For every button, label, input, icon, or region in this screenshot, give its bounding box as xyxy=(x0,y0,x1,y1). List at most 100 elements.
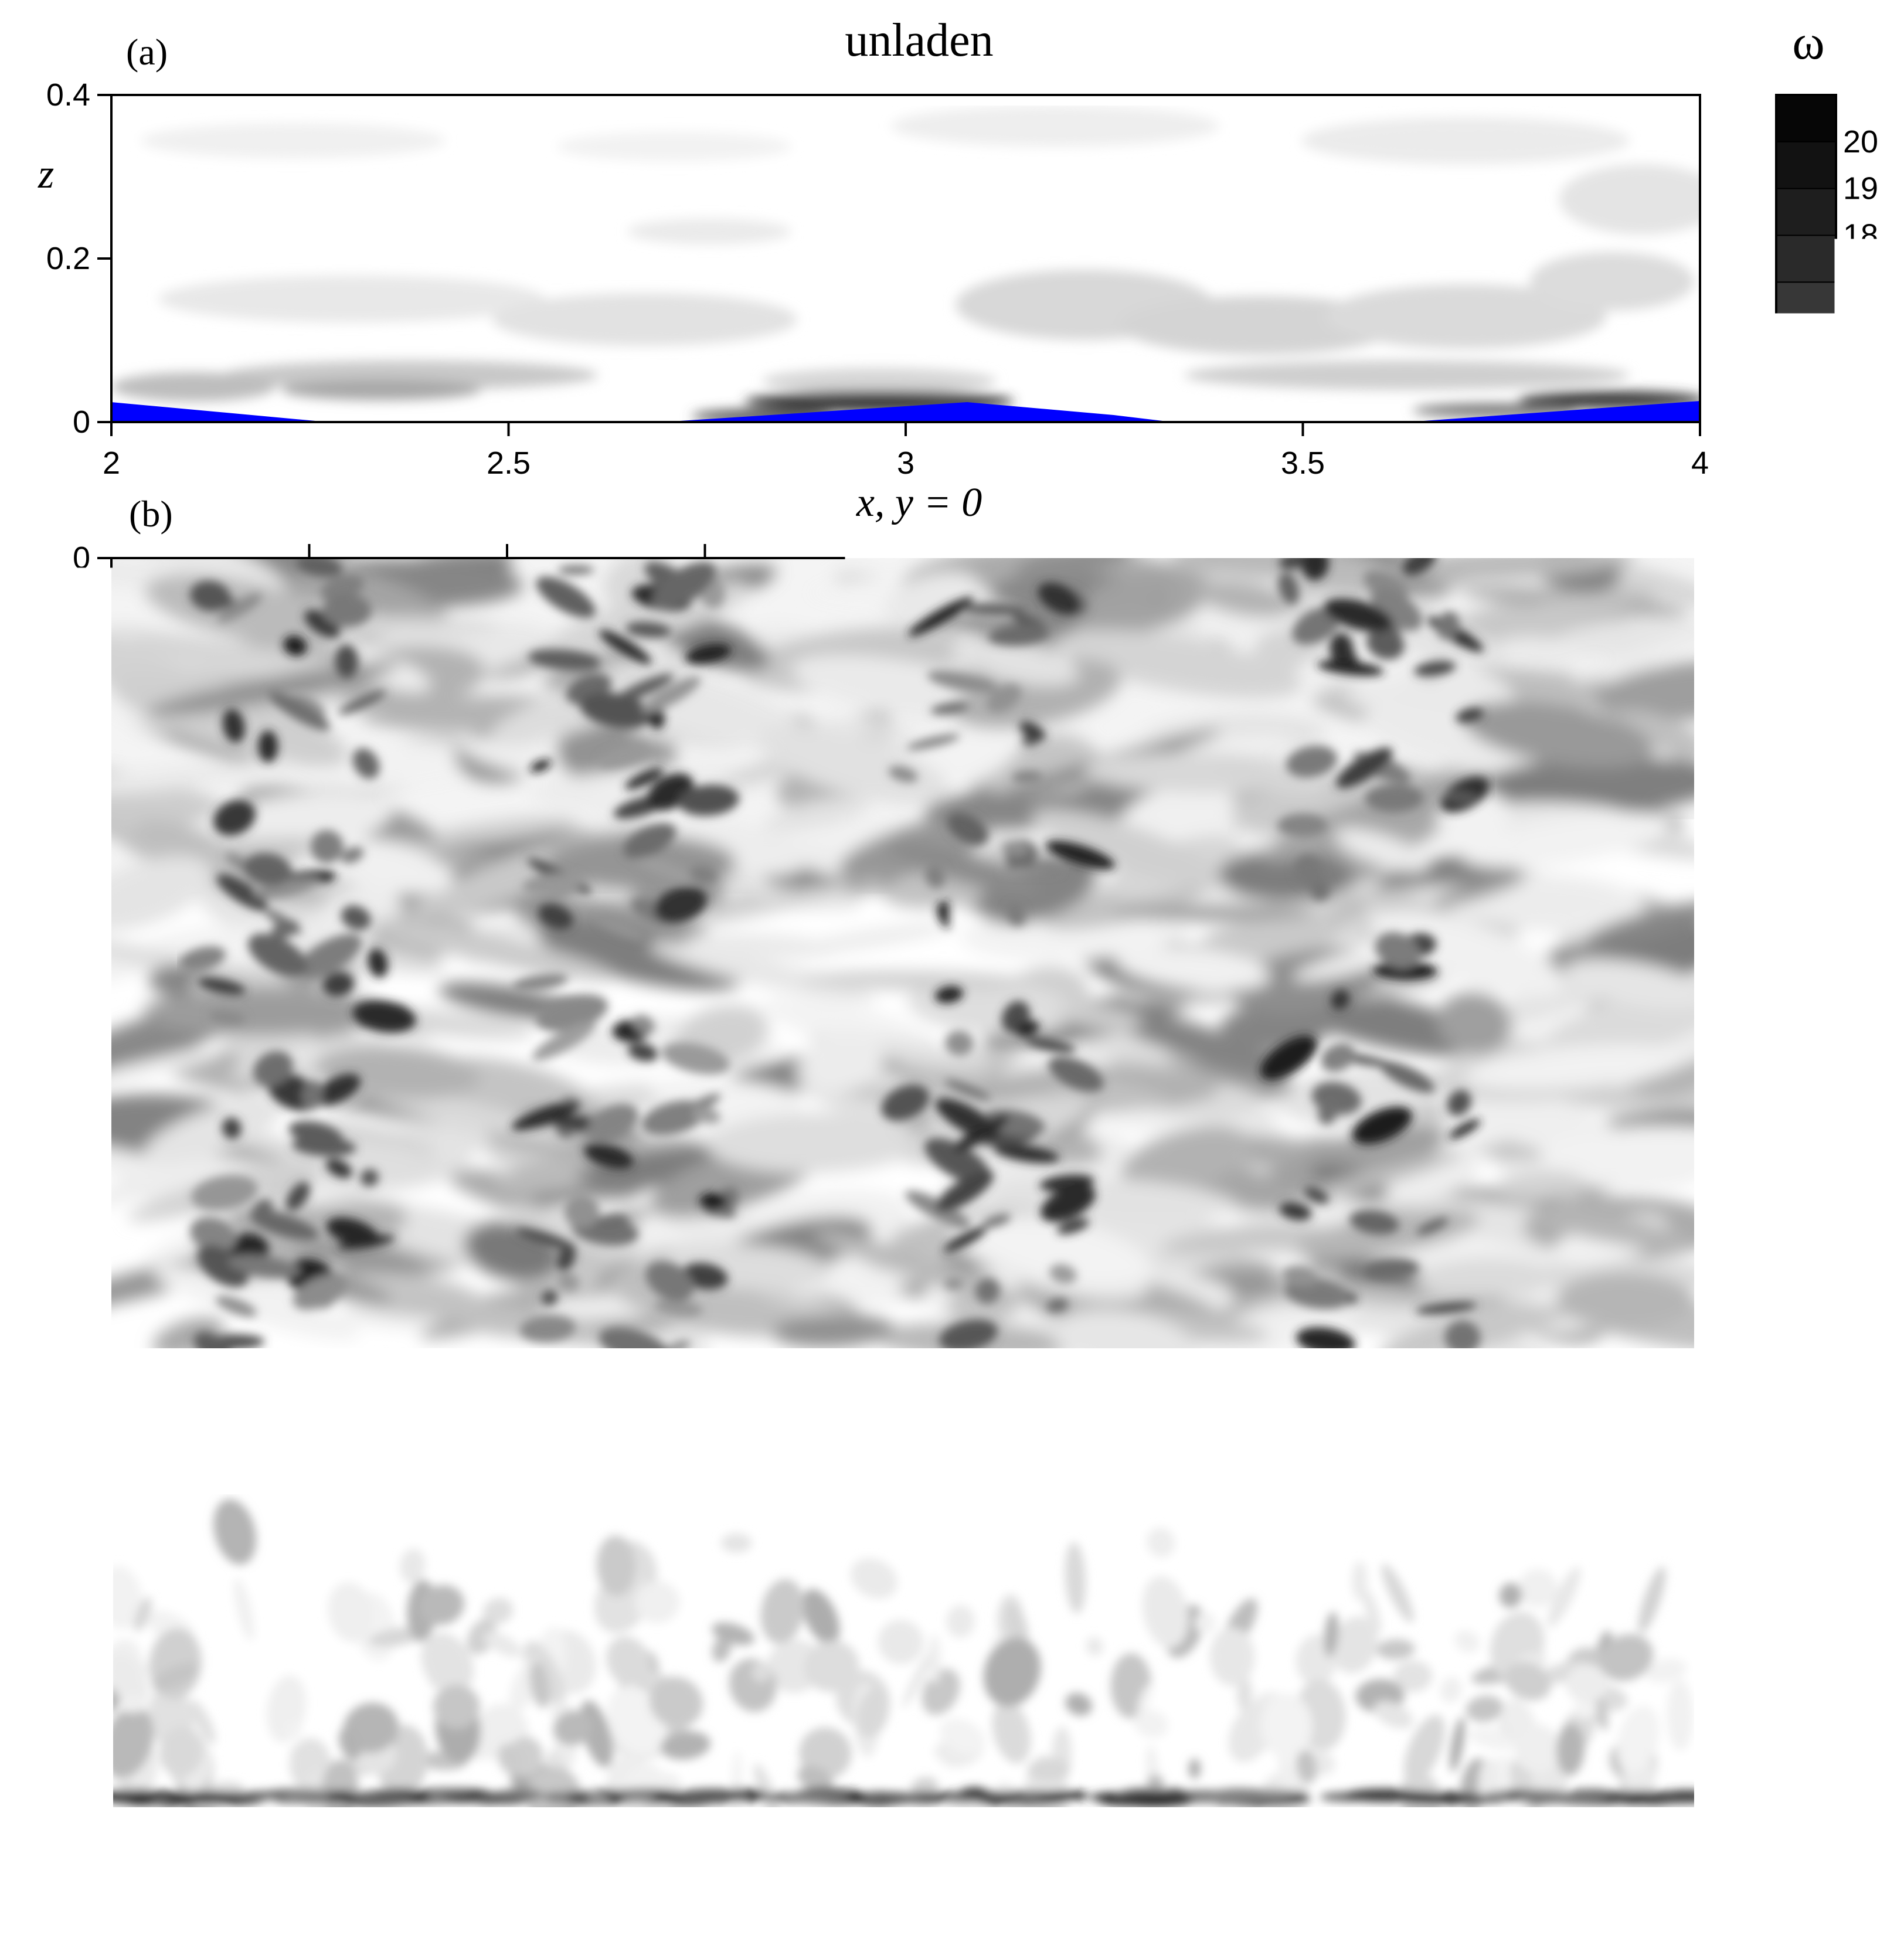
colorbar-tick-label: 20 xyxy=(1843,124,1878,159)
x-tick-label: 2 xyxy=(103,446,120,481)
panel-c: -1.5 -1 -0.5 0 0.5 1 1.5 2 0.1 0.3 (c) z y, x = 3 xyxy=(48,1409,1716,1922)
x-tick-label: 1.5 xyxy=(1474,1831,1518,1866)
panel-a-field xyxy=(111,95,1723,423)
wall-vorticity xyxy=(783,1793,850,1800)
vorticity-core xyxy=(258,730,278,762)
x-tick-label: 2.5 xyxy=(487,446,531,481)
colorbar-tick-label: 0 xyxy=(1843,1060,1861,1095)
colorbar-level xyxy=(1776,282,1836,329)
x-tick-label: -0.5 xyxy=(679,1831,733,1866)
colorbar-tick-label: 14 xyxy=(1843,405,1878,440)
colorbar-tick-label: 10 xyxy=(1843,592,1878,627)
colorbar-level xyxy=(1776,797,1836,844)
colorbar-tick-label: 4 xyxy=(1843,873,1861,908)
y-tick-label: 0 xyxy=(73,540,90,576)
colorbar-level xyxy=(1776,235,1836,282)
colorbar-level xyxy=(1776,610,1836,657)
colorbar-level xyxy=(1776,937,1836,984)
colorbar-tick-label: 17 xyxy=(1843,264,1878,300)
x-tick-label: 0 xyxy=(895,1831,912,1866)
y-tick-label: 0.4 xyxy=(46,77,90,113)
colorbar-tick-label: 2 xyxy=(1843,966,1861,1001)
panel-b-xlabel: x, η = 0.04 xyxy=(829,1406,1009,1451)
colorbar-level xyxy=(1776,329,1836,376)
colorbar-level xyxy=(1776,890,1836,937)
colorbar-tick-label: 11 xyxy=(1843,545,1876,580)
wall-vorticity xyxy=(1253,1791,1293,1801)
x-tick-label: -1 xyxy=(494,1831,522,1866)
wall-vorticity xyxy=(127,1791,203,1800)
y-tick-label: -1.5 xyxy=(36,1133,90,1168)
y-tick-label: -0.5 xyxy=(36,738,90,773)
colorbar: ω 01234567891011121314151617181920 xyxy=(1776,15,1878,1095)
colorbar-level xyxy=(1776,142,1836,189)
colorbar-tick-label: 12 xyxy=(1843,498,1878,533)
colorbar-level xyxy=(1776,657,1836,703)
colorbar-tick-label: 15 xyxy=(1843,358,1878,393)
x-tick-label: 1 xyxy=(1290,1831,1308,1866)
panel-b: 0.5 1 1.5 2 2.5 3 3.5 40-0.5-1-1.5 (b) y x, η =… xyxy=(0,493,1795,1451)
colorbar-tick-label: 1 xyxy=(1843,1013,1861,1048)
x-tick-label: 2 xyxy=(894,1372,912,1407)
x-tick-label: 4 xyxy=(1685,1372,1703,1407)
panel-a: 2 2.5 3 3.5 4 0 0.2 0.4 (a) z x, y = 0 xyxy=(38,31,1723,525)
x-tick-label: 2.5 xyxy=(1079,1372,1123,1407)
y-tick-label: 0 xyxy=(73,404,90,440)
colorbar-level xyxy=(1776,750,1836,797)
panel-c-xlabel: y, x = 3 xyxy=(854,1876,981,1922)
colorbar-tick-label: 13 xyxy=(1843,451,1878,487)
colorbar-level xyxy=(1776,1031,1836,1077)
panel-c-label: (c) xyxy=(126,1409,168,1450)
panel-a-xlabel: x, y = 0 xyxy=(856,480,982,525)
vorticity-core xyxy=(1277,814,1328,837)
colorbar-level xyxy=(1776,563,1836,610)
x-tick-label: 0.5 xyxy=(1079,1831,1123,1866)
colorbar-tick-label: 19 xyxy=(1843,171,1878,206)
plume-blob xyxy=(1110,1653,1151,1719)
wall-vorticity xyxy=(1208,1790,1257,1800)
colorbar-tick-label: 5 xyxy=(1843,826,1861,861)
x-tick-label: 3.5 xyxy=(1281,446,1325,481)
panel-c-ylabel: z xyxy=(49,1600,66,1645)
x-tick-label: 4 xyxy=(1691,446,1709,481)
wall-vorticity xyxy=(621,1792,657,1802)
colorbar-level xyxy=(1776,703,1836,750)
colorbar-level xyxy=(1776,984,1836,1031)
panel-a-ylabel: z xyxy=(38,152,54,197)
colorbar-tick-label: 8 xyxy=(1843,686,1861,721)
colorbar-tick-label: 6 xyxy=(1843,779,1861,814)
y-tick-label: 0.3 xyxy=(48,1528,92,1563)
panel-b-label: (b) xyxy=(129,493,173,535)
y-tick-label: 0.1 xyxy=(48,1746,92,1781)
colorbar-level xyxy=(1776,95,1836,142)
colorbar-level xyxy=(1776,423,1836,470)
x-tick-label: 3 xyxy=(1290,1372,1307,1407)
colorbar-tick-label: 18 xyxy=(1843,217,1878,253)
x-tick-label: 0.5 xyxy=(287,1372,331,1407)
colorbar-tick-label: 3 xyxy=(1843,920,1861,955)
x-tick-label: 3 xyxy=(897,446,914,481)
x-tick-label: -1.5 xyxy=(284,1831,338,1866)
figure-title: unladen xyxy=(845,15,993,66)
wall-vorticity xyxy=(683,1791,743,1801)
y-tick-label: 0.2 xyxy=(46,241,90,276)
colorbar-label: ω xyxy=(1792,15,1824,70)
panel-a-label: (a) xyxy=(126,31,168,73)
x-tick-label: 3.5 xyxy=(1474,1372,1518,1407)
x-tick-label: 2 xyxy=(1685,1831,1703,1866)
colorbar-level xyxy=(1776,469,1836,516)
colorbar-level xyxy=(1776,516,1836,563)
panel-b-field xyxy=(0,501,1795,1383)
colorbar-level xyxy=(1776,376,1836,423)
wall-vorticity xyxy=(1038,1790,1089,1800)
wall-vorticity xyxy=(968,1791,1023,1802)
x-tick-label: 1 xyxy=(498,1372,516,1407)
wall-vorticity xyxy=(237,1791,290,1799)
plume-blob xyxy=(1195,1613,1216,1634)
y-tick-label: -1 xyxy=(62,936,90,971)
colorbar-tick-label: 16 xyxy=(1843,311,1878,346)
panel-b-ylabel: y xyxy=(26,835,48,880)
colorbar-level xyxy=(1776,189,1836,236)
panel-c-field xyxy=(92,1480,1715,1837)
